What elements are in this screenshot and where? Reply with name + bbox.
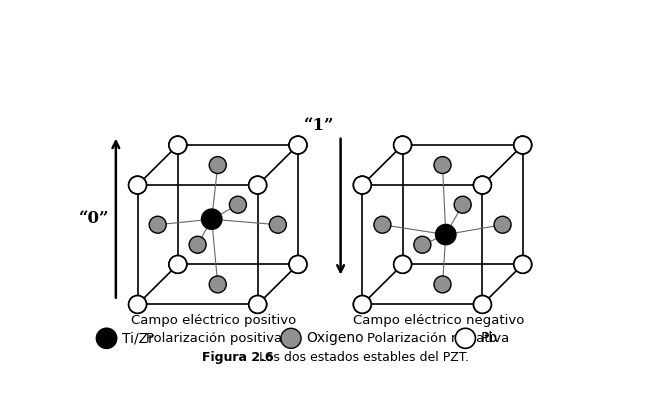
Circle shape: [454, 196, 471, 213]
Circle shape: [169, 136, 187, 154]
Circle shape: [414, 236, 431, 253]
Circle shape: [394, 256, 411, 273]
Circle shape: [249, 176, 267, 194]
Circle shape: [353, 176, 371, 194]
Text: Ti/Zr: Ti/Zr: [122, 331, 154, 345]
Text: Polarización positiva: Polarización positiva: [146, 332, 282, 345]
Circle shape: [514, 136, 532, 154]
Circle shape: [434, 157, 451, 173]
Text: “0”: “0”: [79, 210, 109, 227]
Circle shape: [289, 256, 307, 273]
Text: “1”: “1”: [303, 117, 334, 134]
Text: Campo eléctrico positivo: Campo eléctrico positivo: [131, 314, 296, 328]
Text: Polarización negativa: Polarización negativa: [368, 332, 509, 345]
Circle shape: [374, 216, 391, 233]
Circle shape: [129, 296, 146, 313]
Circle shape: [97, 328, 116, 348]
Circle shape: [209, 276, 226, 293]
Circle shape: [436, 225, 456, 244]
Circle shape: [249, 296, 267, 313]
Circle shape: [353, 296, 371, 313]
Circle shape: [169, 136, 187, 154]
Circle shape: [281, 328, 301, 348]
Circle shape: [201, 209, 222, 229]
Text: Oxigeno: Oxigeno: [307, 331, 364, 345]
Text: Figura 2.6: Figura 2.6: [202, 351, 273, 364]
Circle shape: [394, 256, 411, 273]
Circle shape: [169, 256, 187, 273]
Circle shape: [514, 256, 532, 273]
Circle shape: [514, 136, 532, 154]
Circle shape: [353, 296, 371, 313]
Circle shape: [353, 176, 371, 194]
Circle shape: [269, 216, 286, 233]
Circle shape: [514, 256, 532, 273]
Circle shape: [209, 157, 226, 173]
Circle shape: [129, 176, 146, 194]
Circle shape: [455, 328, 475, 348]
Circle shape: [129, 176, 146, 194]
Circle shape: [149, 216, 166, 233]
Text: Pb: Pb: [481, 331, 498, 345]
Circle shape: [473, 176, 491, 194]
Circle shape: [394, 136, 411, 154]
Circle shape: [289, 136, 307, 154]
Circle shape: [289, 136, 307, 154]
Circle shape: [249, 176, 267, 194]
Circle shape: [473, 296, 491, 313]
Circle shape: [169, 256, 187, 273]
Circle shape: [189, 236, 206, 253]
Circle shape: [230, 196, 247, 213]
Circle shape: [249, 296, 267, 313]
Circle shape: [473, 176, 491, 194]
Circle shape: [129, 296, 146, 313]
Circle shape: [494, 216, 511, 233]
Circle shape: [394, 136, 411, 154]
Circle shape: [473, 296, 491, 313]
Text: . Los dos estados estables del PZT.: . Los dos estados estables del PZT.: [250, 351, 469, 364]
Circle shape: [289, 256, 307, 273]
Circle shape: [434, 276, 451, 293]
Text: Campo eléctrico negativo: Campo eléctrico negativo: [353, 314, 524, 328]
